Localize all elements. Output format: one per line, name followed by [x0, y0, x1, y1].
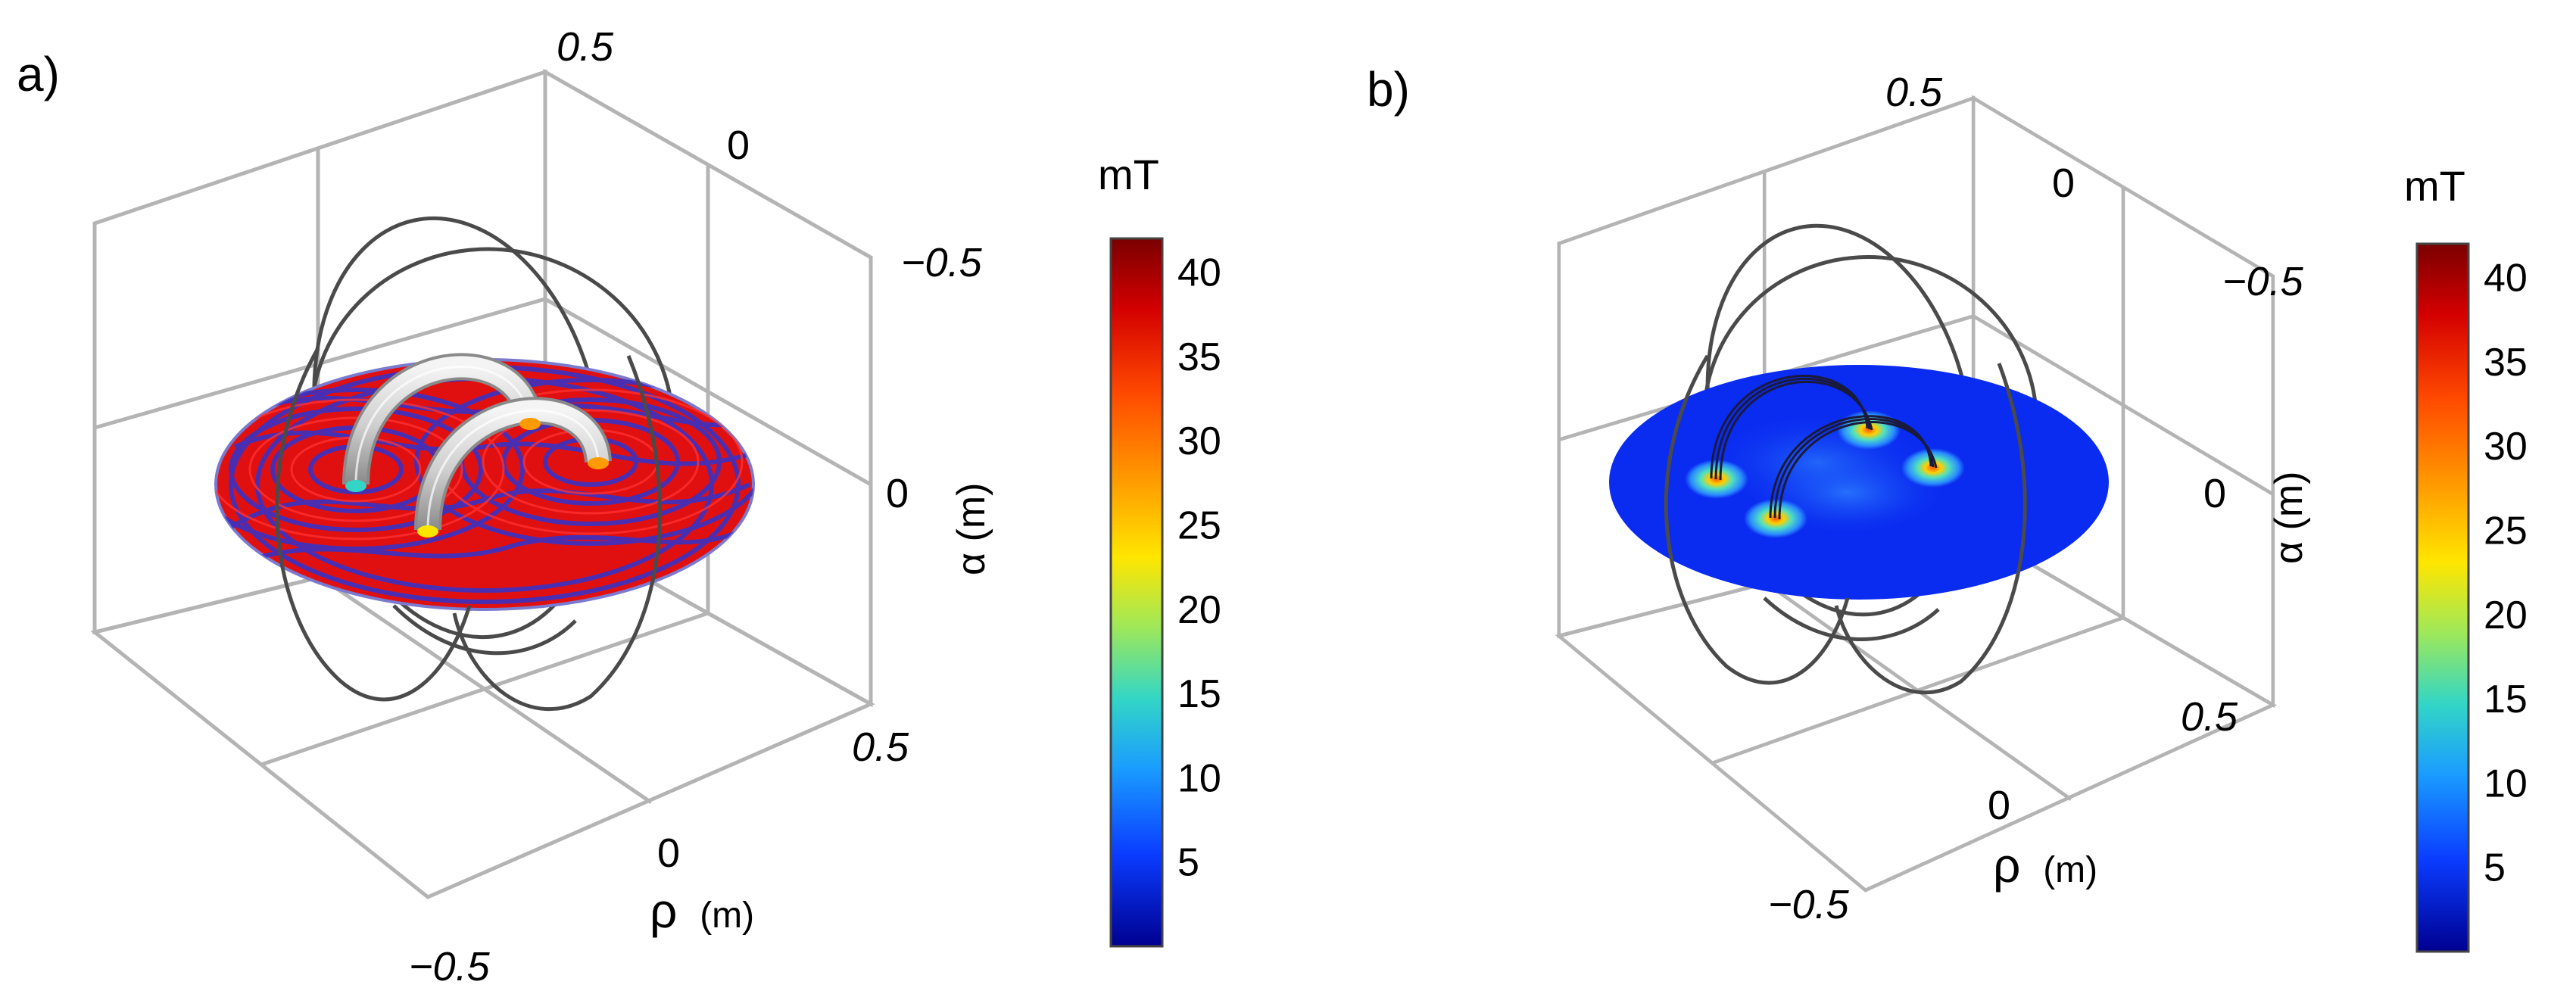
colorbar-tick-label: 30	[2484, 425, 2528, 469]
panel-a-label: a)	[17, 47, 60, 101]
panel-b-colorbar-unit: mT	[2404, 162, 2465, 210]
colorbar-tick-label: 10	[1177, 756, 1221, 800]
panel-b-tick-rho-zero: 0	[1988, 783, 2010, 828]
panel-a-alpha-axis-label: α (m)	[950, 483, 993, 575]
colorbar-tick-label: 25	[1177, 503, 1221, 547]
panel-a-tick-top-right: −0.5	[901, 240, 983, 285]
panel-b-colorbar: mT 40 35 30 25 20 15 10 5	[2404, 162, 2528, 953]
panel-a-tick-top-mid: 0	[727, 123, 750, 168]
colorbar-tick-label: 15	[1177, 672, 1221, 716]
panel-a-colorbar-ticks: 40 35 30 25 20 15 10 5	[1177, 251, 1221, 885]
panel-b-tick-rho-pos: 0.5	[2181, 694, 2238, 740]
colorbar-tick-label: 35	[1177, 335, 1221, 379]
colorbar-tick-label: 10	[2484, 762, 2528, 805]
panel-b-tick-top-mid: 0	[2052, 160, 2075, 206]
panel-a-tick-rho-neg: −0.5	[409, 944, 491, 989]
panel-a-tick-rho-pos: 0.5	[852, 724, 909, 770]
colorbar-tick-label: 15	[2484, 678, 2528, 721]
colorbar-tick-label: 20	[1177, 588, 1221, 632]
colorbar-tick-label: 25	[2484, 509, 2528, 553]
colorbar-tick-label: 5	[2484, 846, 2506, 890]
panel-b-colorbar-ticks: 40 35 30 25 20 15 10 5	[2484, 257, 2528, 890]
panel-b-hotspot	[1744, 499, 1807, 538]
panel-a-rho-unit: (m)	[700, 896, 754, 936]
colorbar-tick-label: 40	[2484, 257, 2528, 301]
colorbar-tick-label: 20	[2484, 594, 2528, 637]
panel-b-rho-symbol: ρ	[1993, 838, 2020, 893]
panel-b-rho-axis-label: ρ (m)	[1993, 838, 2097, 893]
panel-b-tick-rho-neg: −0.5	[1768, 882, 1850, 927]
colorbar-tick-label: 5	[1177, 841, 1199, 885]
panel-b-tubes	[1710, 375, 1938, 520]
colorbar-tick-label: 30	[1177, 419, 1221, 463]
panel-b-label: b)	[1367, 62, 1410, 117]
panel-a-tick-alpha-zero: 0	[886, 471, 909, 516]
colorbar-tick-label: 35	[2484, 341, 2528, 385]
panel-a-coils-front	[275, 347, 662, 712]
panel-a-colorbar: mT 40 35 30 25 20 15 10 5	[1098, 151, 1221, 948]
panel-b-rho-unit: (m)	[2043, 850, 2097, 890]
panel-a-disk	[214, 358, 755, 611]
panel-b-tick-top-right: −0.5	[2222, 259, 2304, 304]
panel-a-tick-top-vertical: 0.5	[557, 24, 614, 70]
panel-a-tick-rho-zero: 0	[657, 830, 680, 876]
panel-b-coils-front	[1664, 354, 2027, 695]
panel-a-rho-symbol: ρ	[650, 883, 677, 938]
colorbar-tick-label: 40	[1177, 251, 1221, 295]
panel-b-tick-alpha-zero: 0	[2203, 471, 2226, 516]
panel-b: b)	[1367, 62, 2528, 953]
panel-a-rho-axis-label: ρ (m)	[650, 883, 754, 938]
panel-b-hotspot	[1901, 448, 1965, 488]
panel-a: a)	[17, 24, 1221, 989]
panel-b-alpha-axis-label: α (m)	[2267, 472, 2311, 564]
panel-a-tubes	[342, 353, 612, 537]
panel-a-colorbar-unit: mT	[1098, 151, 1159, 198]
panel-b-tick-top-vertical: 0.5	[1885, 70, 1943, 115]
